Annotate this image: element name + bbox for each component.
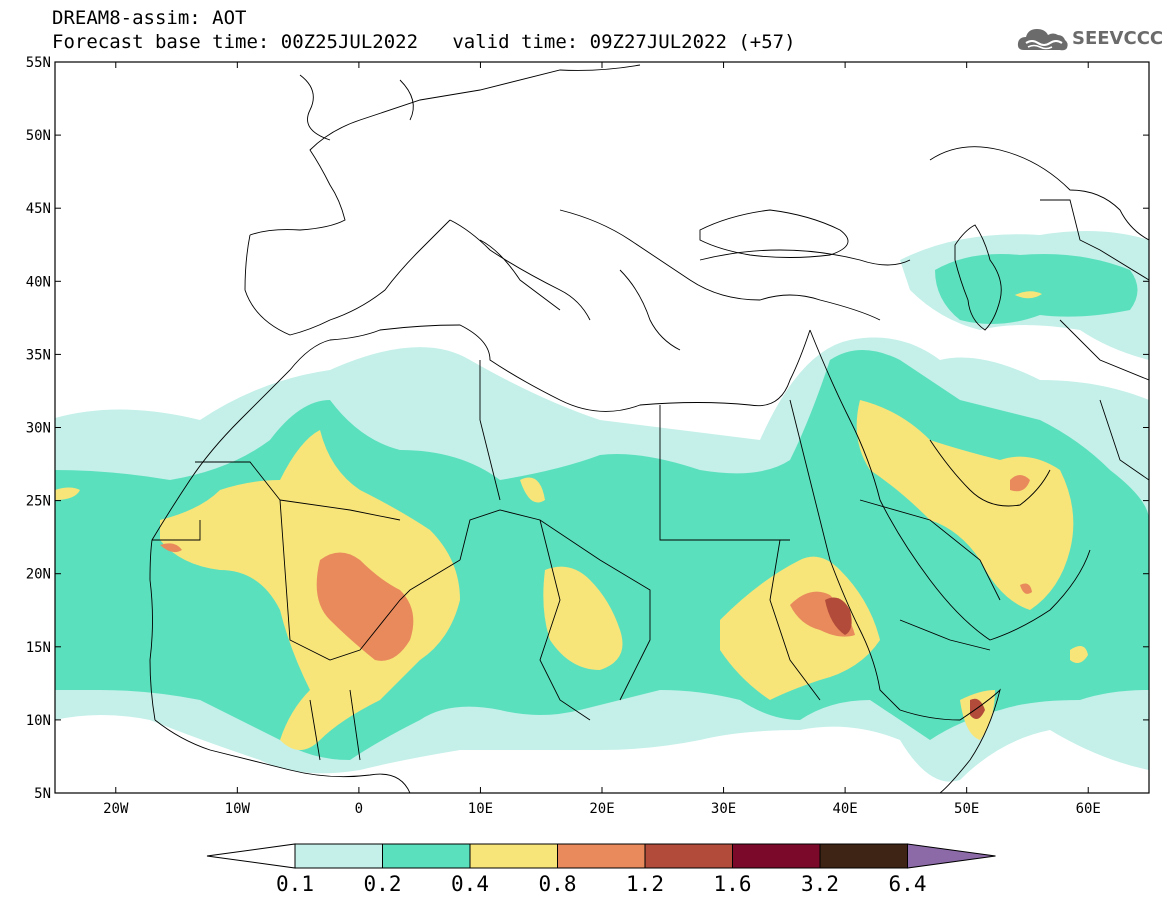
- colorbar-box: [382, 843, 471, 869]
- lon-tick-label: 30E: [711, 801, 736, 817]
- colorbar-level-label: 1.2: [626, 872, 664, 896]
- colorbar-level-label: 0.4: [451, 872, 489, 896]
- colorbar-under-triangle: [206, 843, 296, 869]
- lat-tick-label: 5N: [34, 786, 51, 802]
- seevccc-logo: SEEVCCC: [1016, 22, 1163, 56]
- colorbar-box: [644, 843, 733, 869]
- lat-tick-label: 50N: [26, 128, 51, 144]
- lon-tick-label: 20W: [103, 801, 129, 817]
- coastlines-and-borders: [149, 64, 1149, 793]
- forecast-time-line: Forecast base time: 00Z25JUL2022 valid t…: [52, 31, 796, 53]
- colorbar-level-label: 0.1: [276, 872, 314, 896]
- colorbar-level-label: 1.6: [714, 872, 752, 896]
- colorbar-box: [557, 843, 646, 869]
- lat-tick-label: 35N: [26, 347, 51, 363]
- aot-field: [55, 64, 1149, 793]
- lat-tick-label: 55N: [26, 55, 51, 71]
- logo-text: SEEVCCC: [1072, 28, 1164, 49]
- aot-colorbar: 0.1 0.2 0.4 0.8 1.2 1.6 3.2 6.4: [206, 843, 996, 896]
- colorbar-box: [294, 843, 383, 869]
- colorbar-level-label: 0.2: [364, 872, 402, 896]
- lat-tick-label: 25N: [26, 494, 51, 510]
- lat-tick-label: 30N: [26, 421, 51, 437]
- lon-tick-label: 10E: [468, 801, 493, 817]
- lon-tick-label: 0: [355, 801, 363, 817]
- longitude-axis: 20W 10W 0 10E 20E 30E 40E 50E 60E: [103, 62, 1101, 817]
- colorbar-box: [732, 843, 821, 869]
- lon-tick-label: 40E: [832, 801, 857, 817]
- latitude-axis: 5N 10N 15N 20N 25N 30N 35N 40N 45N 50N 55N: [26, 55, 1149, 802]
- colorbar-box: [819, 843, 908, 869]
- aot-band-0.4: [55, 291, 1088, 750]
- lon-tick-label: 20E: [589, 801, 614, 817]
- colorbar-over-triangle: [907, 843, 996, 869]
- lat-tick-label: 40N: [26, 274, 51, 290]
- colorbar-level-label: 6.4: [889, 872, 927, 896]
- colorbar-box: [469, 843, 558, 869]
- cloud-icon: [1017, 29, 1068, 51]
- map-title: DREAM8-assim: AOT: [52, 7, 247, 29]
- colorbar-level-label: 3.2: [801, 872, 839, 896]
- colorbar-level-label: 0.8: [539, 872, 577, 896]
- lat-tick-label: 15N: [26, 640, 51, 656]
- aot-band-1.2: [825, 597, 985, 719]
- lat-tick-label: 45N: [26, 201, 51, 217]
- lat-tick-label: 10N: [26, 713, 51, 729]
- lon-tick-label: 10W: [225, 801, 251, 817]
- lat-tick-label: 20N: [26, 567, 51, 583]
- lon-tick-label: 50E: [954, 801, 979, 817]
- lon-tick-label: 60E: [1076, 801, 1101, 817]
